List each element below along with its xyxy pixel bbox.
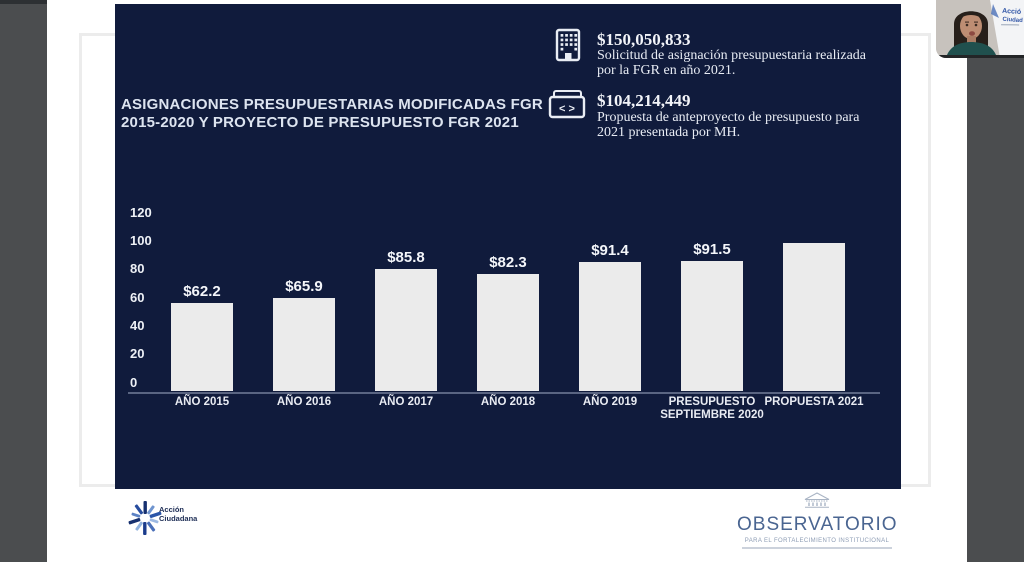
banner-background — [990, 0, 1024, 58]
observatorio-tagline: PARA EL FORTALECIMIENTO INSTITUCIONAL — [744, 538, 890, 544]
bar-value-label — [759, 223, 869, 241]
x-axis-category-label: PROPUESTA 2021 — [764, 396, 864, 408]
accion-ciudadana-logo-text: Acción Ciudadana — [159, 505, 197, 523]
webcam-thumbnail[interactable]: Acció Ciudad — [936, 0, 1024, 58]
x-axis-category-label: AÑO 2017 — [378, 396, 434, 408]
x-axis-line — [128, 392, 880, 394]
amount-solicitud: $150,050,833 — [597, 30, 691, 49]
banner-text-line1: Acció — [1002, 8, 1022, 16]
code-window-icon: < > — [548, 90, 586, 119]
bar-3 — [477, 274, 539, 391]
observatorio-logo: OBSERVATORIO PARA EL FORTALECIMIENTO INS… — [737, 492, 897, 549]
bar-value-label: $91.5 — [693, 241, 731, 259]
slide-title-line1: ASIGNACIONES PRESUPUESTARIAS MODIFICADAS… — [121, 96, 543, 113]
code-glyph: < > — [559, 103, 575, 115]
y-axis-tick-label: 40 — [130, 317, 145, 333]
y-axis-tick-label: 80 — [130, 261, 145, 277]
bar-4 — [579, 261, 641, 391]
presenter-video: Acció Ciudad — [936, 0, 1024, 58]
bar-value-label: $62.2 — [183, 282, 221, 300]
banner-text-line2: Ciudad — [1002, 17, 1023, 24]
amount-propuesta: $104,214,449 — [597, 91, 691, 110]
x-axis-category-label: PRESUPUESTO SEPTIEMBRE 2020 — [660, 396, 764, 421]
bar-2 — [375, 269, 437, 391]
desc-propuesta: Propuesta de anteproyecto de presupuesto… — [597, 110, 860, 140]
accion-line2: Ciudadana — [159, 514, 198, 523]
x-axis-category-label: AÑO 2015 — [174, 396, 230, 408]
presentation-page: ASIGNACIONES PRESUPUESTARIAS MODIFICADAS… — [47, 0, 967, 562]
desc-solicitud: Solicitud de asignación presupuestaria r… — [597, 48, 867, 78]
observatorio-name: OBSERVATORIO — [737, 514, 898, 535]
y-axis-tick-label: 60 — [130, 289, 145, 305]
building-icon — [555, 28, 581, 62]
bar-value-label: $65.9 — [285, 277, 323, 295]
y-axis-tick-label: 0 — [130, 374, 138, 390]
bar-1 — [273, 297, 335, 391]
x-axis-category-label: AÑO 2018 — [480, 396, 536, 408]
accion-ciudadana-logo-icon — [128, 501, 162, 535]
bar-6 — [783, 243, 845, 391]
x-axis-category-label: AÑO 2016 — [276, 396, 332, 408]
slide-title: ASIGNACIONES PRESUPUESTARIAS MODIFICADAS… — [121, 96, 561, 132]
bar-5 — [681, 261, 743, 391]
slide: ASIGNACIONES PRESUPUESTARIAS MODIFICADAS… — [115, 4, 901, 489]
bar-value-label: $91.4 — [591, 241, 629, 259]
x-axis-category-label: AÑO 2019 — [582, 396, 638, 408]
y-axis-tick-label: 20 — [130, 346, 145, 362]
bar-chart: 0 20 40 60 80 100 120 $62.2 AÑO 2015 $65.9 AÑO 201… — [115, 4, 901, 489]
temple-icon — [804, 492, 830, 508]
slide-title-line2: 2015-2020 Y PROYECTO DE PRESUPUESTO FGR … — [121, 114, 519, 131]
observatorio-underline — [742, 547, 892, 549]
bar-value-label: $82.3 — [489, 254, 527, 272]
y-axis-tick-label: 100 — [130, 232, 152, 248]
bar-value-label: $85.8 — [387, 249, 425, 267]
presenter-person — [946, 11, 997, 58]
y-axis-tick-label: 120 — [130, 204, 152, 220]
accion-line1: Acción — [159, 505, 185, 514]
bar-0 — [171, 302, 233, 391]
